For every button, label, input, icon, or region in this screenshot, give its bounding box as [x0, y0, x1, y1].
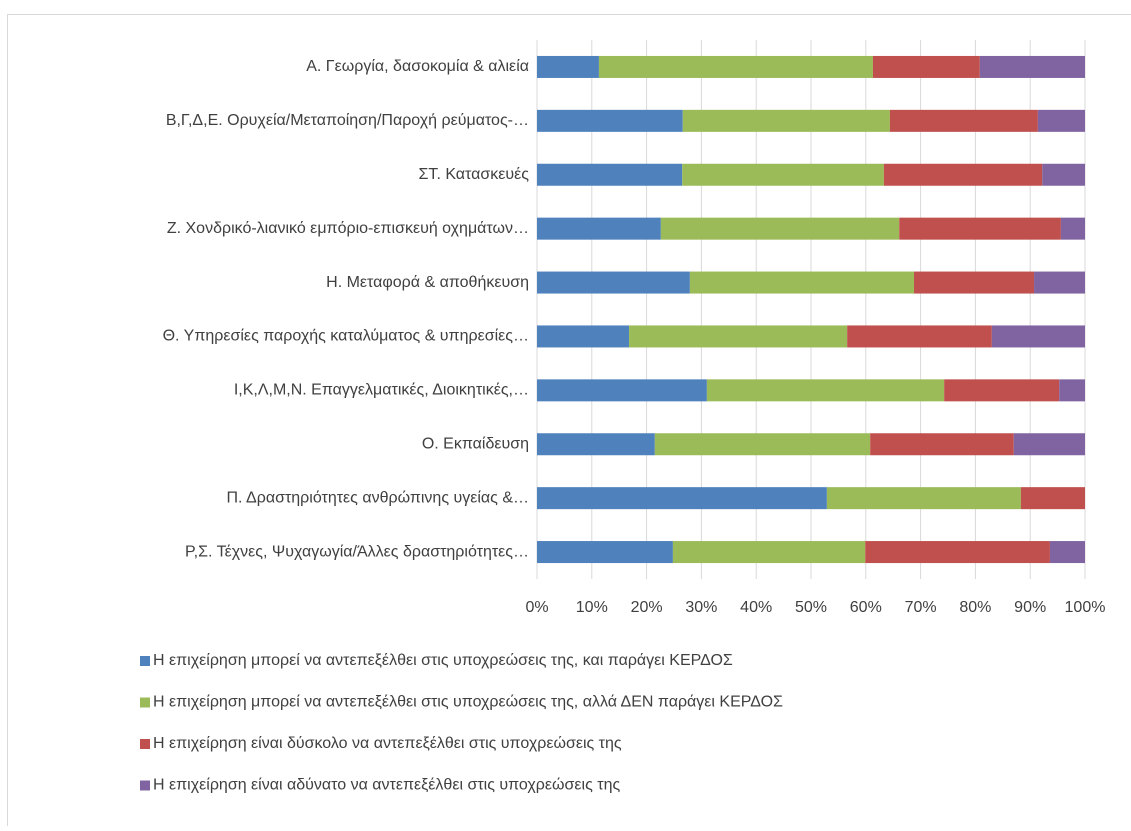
x-tick-label: 0%	[525, 599, 548, 616]
bar-segment	[537, 110, 683, 132]
legend-label: Η επιχείρηση μπορεί να αντεπεξέλθει στις…	[153, 694, 783, 711]
bar-segment	[899, 218, 1061, 240]
y-tick-label: Θ. Υπηρεσίες παροχής καταλύματος & υπηρε…	[163, 328, 529, 345]
bar-segment	[884, 164, 1042, 186]
y-tick-label: Β,Γ,Δ,Ε. Ορυχεία/Μεταποίηση/Παροχή ρεύμα…	[166, 112, 529, 129]
bar-segment	[847, 325, 992, 347]
legend-swatch	[140, 656, 150, 666]
bar-segment	[537, 164, 682, 186]
bar-segment	[914, 272, 1034, 294]
bar-segment	[690, 272, 914, 294]
bar-segment	[870, 433, 1014, 455]
bar-segment	[655, 433, 870, 455]
bar-segment	[827, 487, 1021, 509]
x-tick-label: 40%	[740, 599, 772, 616]
bar-segment	[1050, 541, 1085, 563]
legend-label: Η επιχείρηση μπορεί να αντεπεξέλθει στις…	[153, 652, 733, 669]
bar-segment	[629, 325, 847, 347]
legend-label: Η επιχείρηση είναι αδύνατο να αντεπεξέλθ…	[153, 777, 620, 794]
bar-segment	[673, 541, 865, 563]
y-tick-label: ΣΤ. Κατασκευές	[419, 166, 530, 183]
bar-segment	[537, 487, 827, 509]
bar-segment	[707, 379, 944, 401]
bar-segment	[682, 164, 884, 186]
bar-segment	[1014, 433, 1085, 455]
y-tick-label: Ζ. Χονδρικό-λιανικό εμπόριο-επισκευή οχη…	[167, 220, 529, 237]
bar-segment	[865, 541, 1050, 563]
bar-segment	[1034, 272, 1085, 294]
bar-segment	[537, 379, 707, 401]
bar-segment	[890, 110, 1038, 132]
bar-segment	[1061, 218, 1085, 240]
bar-segment	[992, 325, 1085, 347]
bar-segment	[1042, 164, 1085, 186]
y-tick-label: Π. Δραστηριότητες ανθρώπινης υγείας &…	[226, 489, 529, 506]
bar-segment	[1021, 487, 1085, 509]
y-tick-label: Ρ,Σ. Τέχνες, Ψυχαγωγία/Άλλες δραστηριότη…	[185, 543, 529, 560]
x-tick-label: 80%	[959, 599, 991, 616]
bar-segment	[683, 110, 890, 132]
y-tick-label: Α. Γεωργία, δασοκομία & αλιεία	[306, 58, 529, 75]
bar-segment	[537, 541, 673, 563]
bar-segment	[537, 433, 655, 455]
bar-segment	[944, 379, 1059, 401]
y-tick-label: Ο. Εκπαίδευση	[422, 435, 529, 452]
bar-segment	[1059, 379, 1085, 401]
x-tick-label: 30%	[685, 599, 717, 616]
bar-segment	[980, 56, 1085, 78]
legend-swatch	[140, 698, 150, 708]
y-tick-label: Ι,Κ,Λ,Μ,Ν. Επαγγελματικές, Διοικητικές,…	[234, 382, 529, 399]
x-tick-label: 10%	[576, 599, 608, 616]
bar-segment	[873, 56, 980, 78]
x-tick-label: 90%	[1014, 599, 1046, 616]
x-tick-label: 20%	[631, 599, 663, 616]
x-tick-label: 60%	[850, 599, 882, 616]
bar-segment	[537, 218, 661, 240]
legend-label: Η επιχείρηση είναι δύσκολο να αντεπεξέλθ…	[153, 735, 622, 752]
legend-swatch	[140, 781, 150, 791]
bar-segment	[537, 272, 690, 294]
bar-segment	[599, 56, 873, 78]
y-tick-label: Η. Μεταφορά & αποθήκευση	[326, 274, 529, 291]
bar-segment	[537, 325, 629, 347]
bar-segment	[537, 56, 599, 78]
x-tick-label: 50%	[795, 599, 827, 616]
x-tick-label: 70%	[905, 599, 937, 616]
bar-segment	[1038, 110, 1085, 132]
legend-swatch	[140, 739, 150, 749]
x-tick-label: 100%	[1065, 599, 1106, 616]
bar-segment	[661, 218, 899, 240]
